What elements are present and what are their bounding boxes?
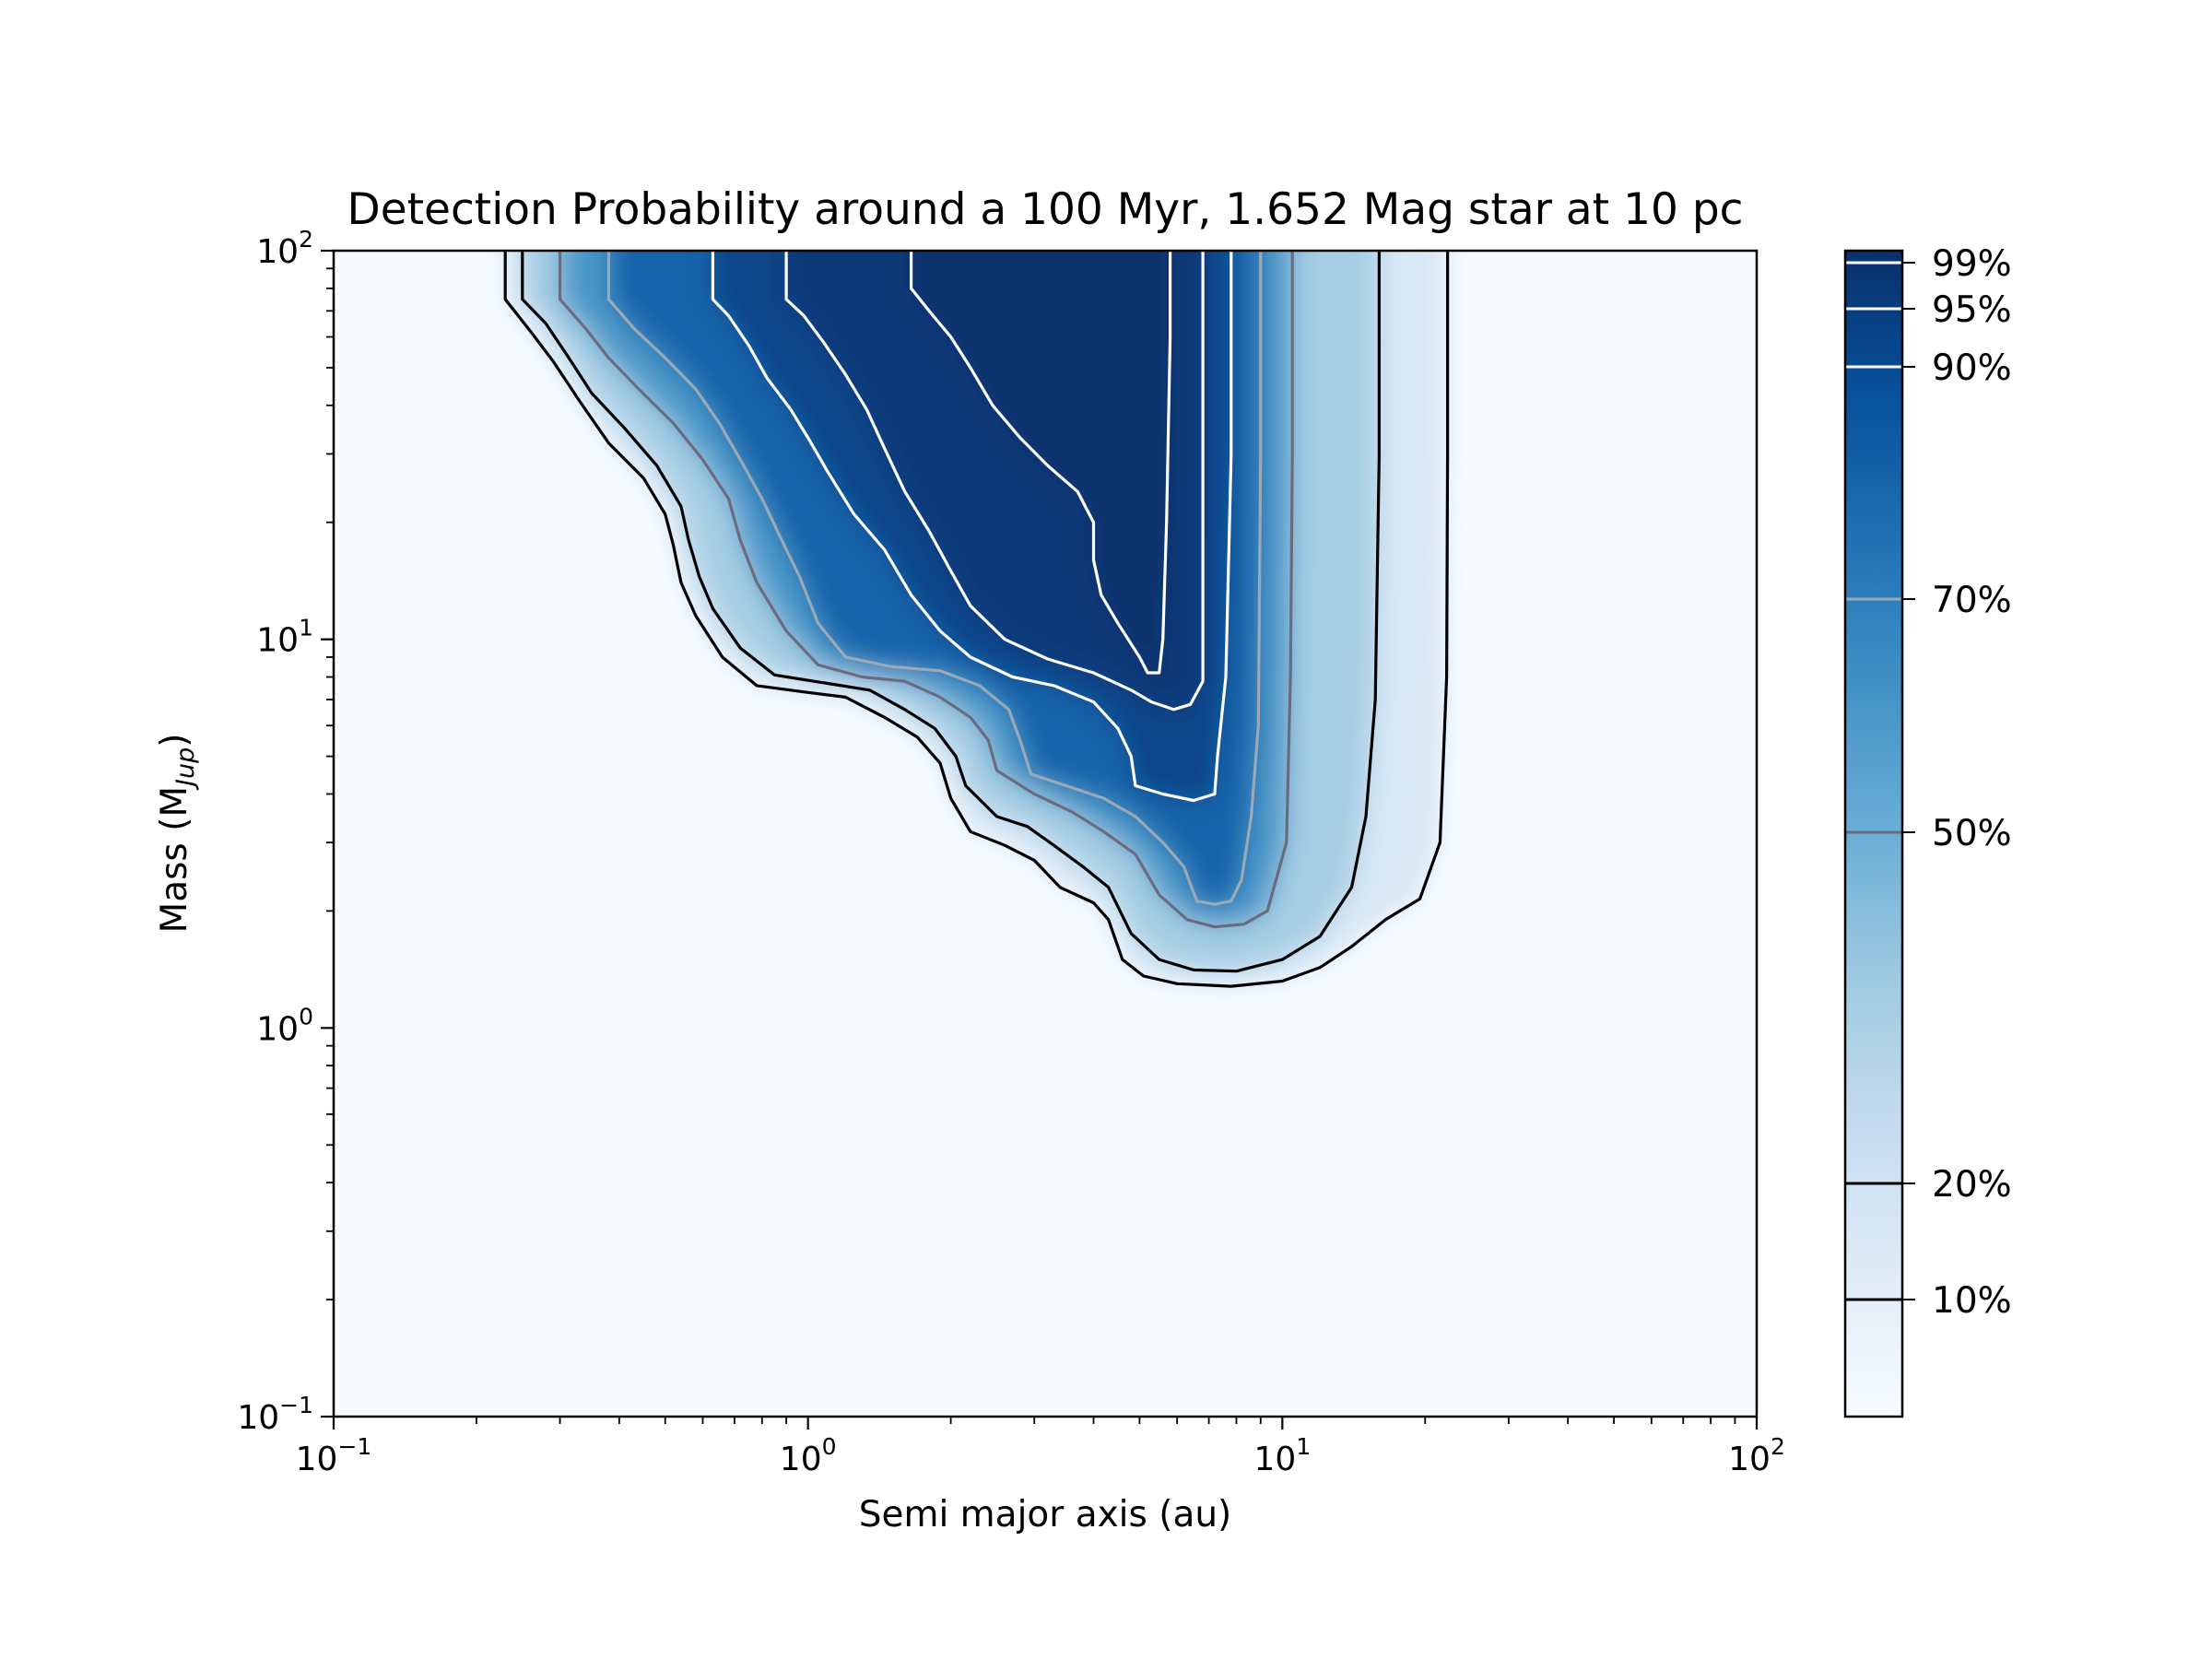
colorbar-tick-label: 20% (1932, 1164, 2012, 1206)
y-axis-label: Mass (MJup) (154, 734, 200, 934)
colorbar: 10% 20% 50% 70% 90% 95%99% (1843, 243, 2012, 1418)
y-axis-label-subscript: Jup (171, 747, 200, 791)
x-axis-label: Semi major axis (au) (859, 1494, 1232, 1535)
contour-line-95pct (784, 251, 1205, 712)
x-tick-label: 100 (780, 1433, 837, 1478)
plot-area (332, 249, 1759, 1418)
y-tick-label: 102 (256, 226, 313, 271)
colorbar-tick-label: 10% (1932, 1280, 2012, 1322)
contour-line-70pct (606, 251, 1263, 906)
colorbar-levels: 10% 20% 50% 70% 90% 95%99% (1845, 243, 2012, 1322)
y-tick-label: 10−1 (237, 1392, 313, 1437)
colorbar-frame (1843, 249, 1904, 1418)
colorbar-tick-label: 99% (1932, 243, 2012, 285)
y-tick-label: 101 (256, 615, 313, 660)
contour-line-20pct (521, 251, 1381, 973)
colorbar-tick-label: 50% (1932, 813, 2012, 854)
colorbar-tick-label: 90% (1932, 347, 2012, 389)
chart-title: Detection Probability around a 100 Myr, … (347, 184, 1744, 235)
y-tick-label: 100 (256, 1003, 313, 1048)
x-tick-label: 10−1 (296, 1433, 372, 1478)
colorbar-tick-label: 70% (1932, 580, 2012, 621)
x-tick-label: 101 (1253, 1433, 1311, 1478)
y-axis-label-close: ) (154, 734, 195, 747)
heatmap-region-99pct (911, 251, 1171, 673)
contour-line-90pct (711, 251, 1233, 803)
contour-line-99pct (910, 251, 1172, 675)
colorbar-tick-label: 95% (1932, 289, 2012, 331)
heatmap-layer (505, 251, 1448, 987)
contour-line-50pct (559, 251, 1294, 929)
x-axis: 10−1 100 101 102 (296, 1417, 1785, 1478)
heatmap-fill (505, 251, 1448, 987)
y-axis: 10−1 100 101 102 (237, 226, 334, 1437)
plot-frame (332, 249, 1759, 1418)
y-axis-label-main: Mass (M (154, 786, 195, 933)
contour-line-10pct (503, 251, 1450, 988)
x-tick-label: 102 (1728, 1433, 1785, 1478)
contour-layer (503, 251, 1450, 988)
